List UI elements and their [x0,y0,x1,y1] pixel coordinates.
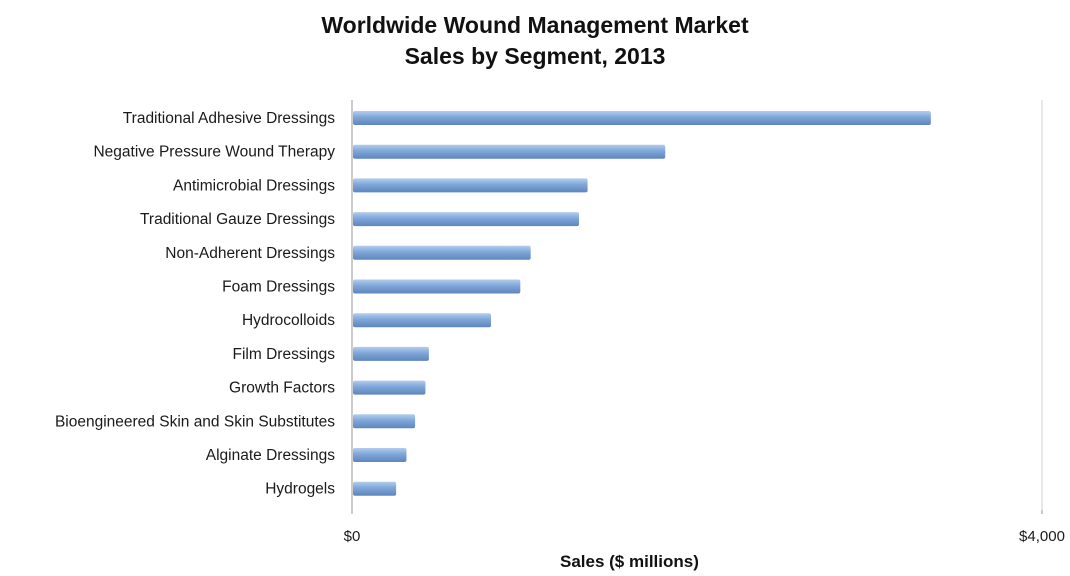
bar [353,448,407,462]
category-label: Hydrocolloids [242,312,335,329]
category-labels: Traditional Adhesive Dressings Negative P… [55,110,335,498]
x-axis-label: Sales ($ millions) [560,552,699,571]
chart-title-line-2: Sales by Segment, 2013 [404,43,666,69]
chart-title: Worldwide Wound Management Market Sales … [0,10,1070,72]
category-label: Traditional Gauze Dressings [140,211,335,228]
x-tick-label: $0 [344,528,361,545]
bar [353,178,588,193]
bar [353,279,521,294]
category-label: Foam Dressings [222,279,335,296]
bar [353,111,931,125]
x-tick-label: $4,000 [1019,528,1065,545]
bar [353,380,426,395]
category-label: Alginate Dressings [206,447,335,464]
bar [353,481,397,496]
category-label: Negative Pressure Wound Therapy [93,144,335,161]
bar [353,144,666,159]
category-label: Hydrogels [265,481,335,498]
bar [353,313,491,328]
axes: $0 $4,000 [344,100,1065,545]
chart-title-line-1: Worldwide Wound Management Market [321,12,749,38]
category-label: Non-Adherent Dressings [165,245,335,262]
category-label: Traditional Adhesive Dressings [123,110,335,127]
bar [353,414,416,429]
bar [353,346,429,361]
category-label: Film Dressings [233,346,336,363]
bar [353,212,579,227]
category-label: Bioengineered Skin and Skin Substitutes [55,413,335,430]
category-label: Growth Factors [229,380,335,397]
bar [353,245,531,260]
category-label: Antimicrobial Dressings [173,177,335,194]
bars-group [353,111,931,496]
